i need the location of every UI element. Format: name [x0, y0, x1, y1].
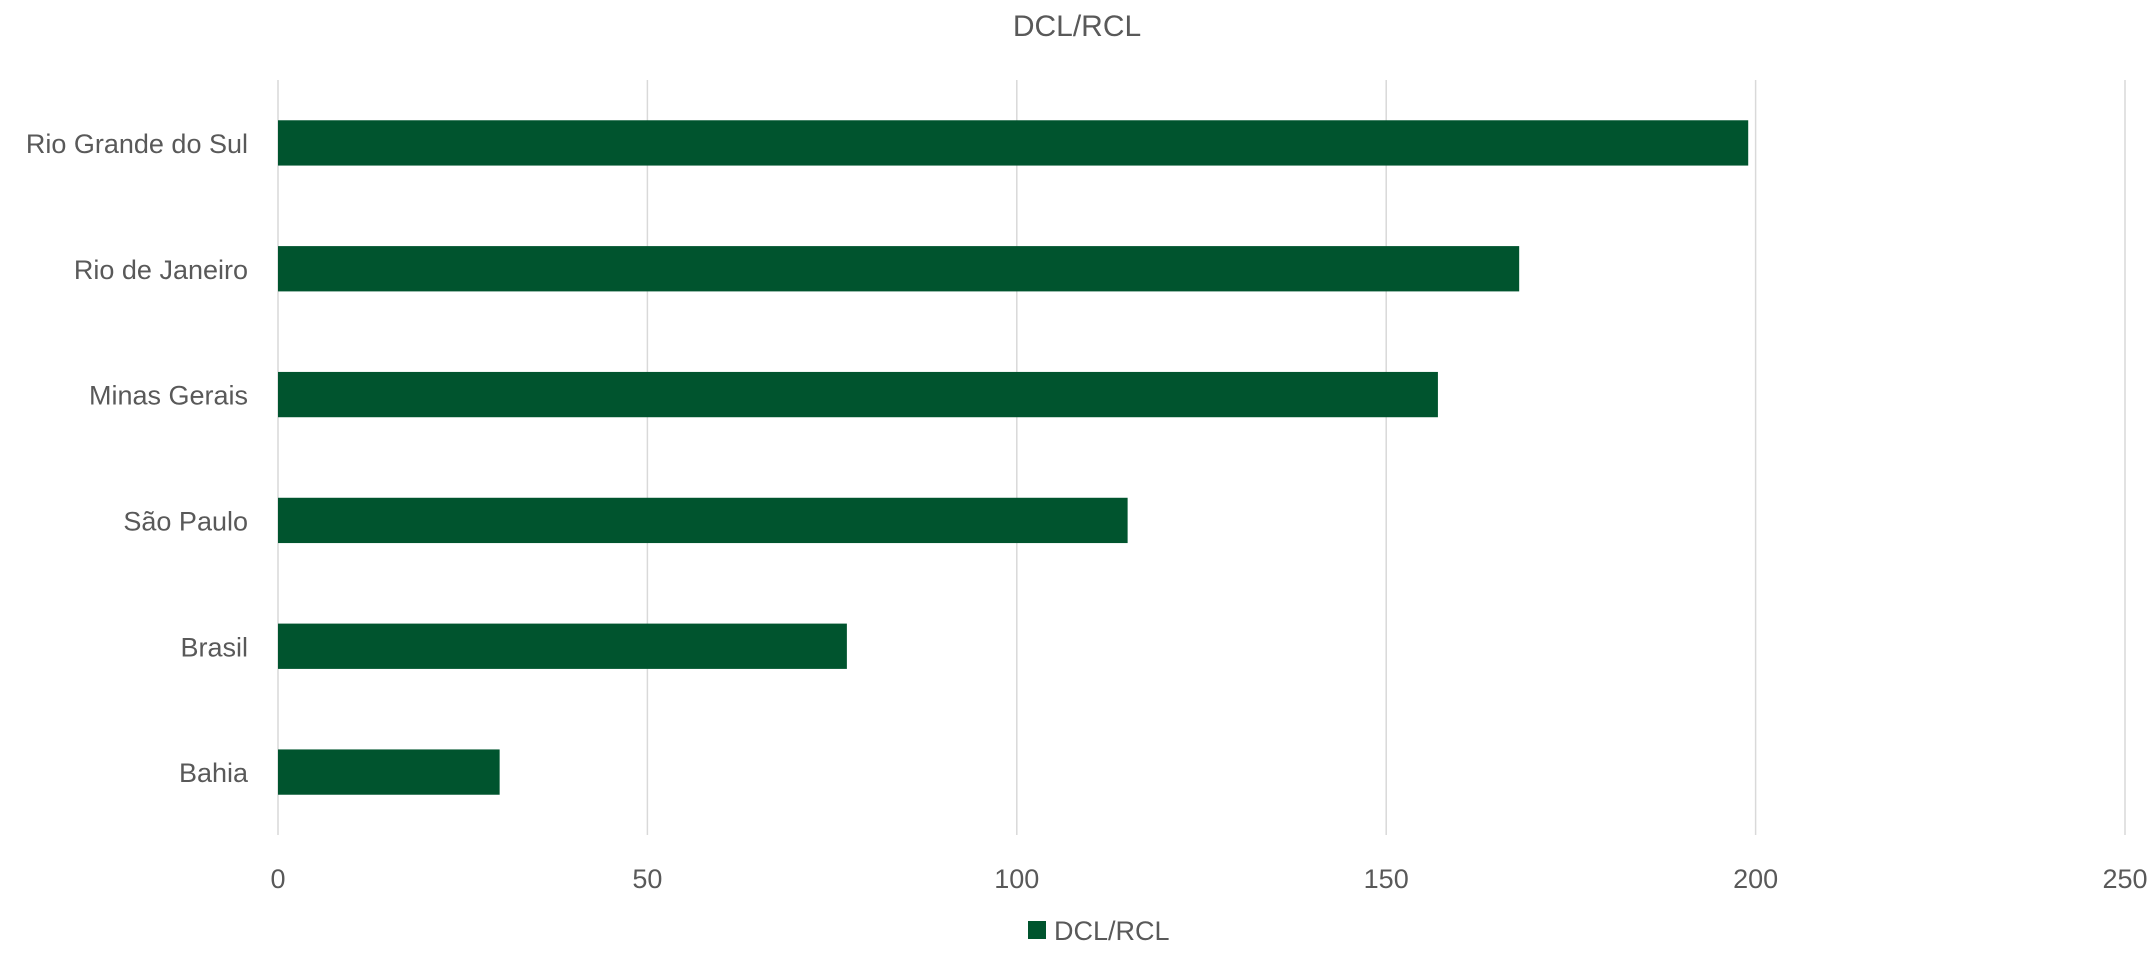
x-tick-label: 200 — [1733, 864, 1778, 894]
category-label: Brasil — [180, 632, 248, 662]
legend-swatch — [1028, 921, 1046, 939]
x-tick-label: 50 — [632, 864, 662, 894]
category-label: São Paulo — [123, 506, 248, 536]
legend-label: DCL/RCL — [1054, 916, 1170, 946]
bar — [278, 371, 1438, 418]
x-tick-label: 0 — [270, 864, 285, 894]
x-tick-label: 100 — [994, 864, 1039, 894]
chart-title: DCL/RCL — [1012, 10, 1142, 43]
bar — [278, 246, 1520, 292]
category-label: Rio Grande do Sul — [26, 129, 248, 159]
category-label: Minas Gerais — [89, 381, 248, 411]
bar — [278, 497, 1128, 544]
bar — [278, 120, 1749, 166]
bar — [278, 749, 500, 795]
bar — [278, 623, 847, 669]
category-label: Rio de Janeiro — [74, 255, 248, 285]
x-tick-label: 150 — [1364, 864, 1409, 894]
category-label: Bahia — [179, 758, 249, 788]
x-tick-label: 250 — [2102, 864, 2147, 894]
